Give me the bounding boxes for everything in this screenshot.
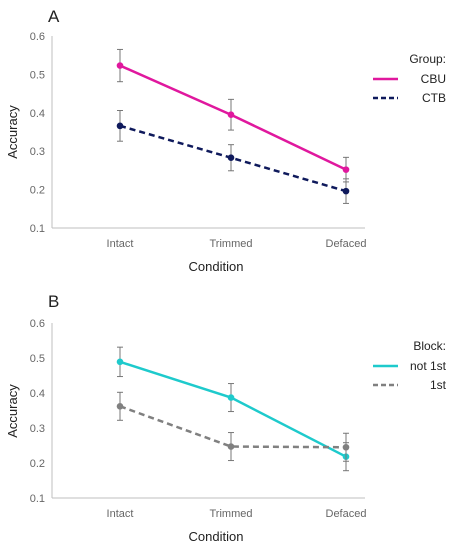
y-tick-label: 0.1 [30,223,45,235]
data-point [227,443,235,450]
y-tick-label: 0.2 [30,185,45,197]
y-tick-label: 0.5 [30,69,45,81]
legend-title: Block: [413,339,446,353]
panel-label: B [48,292,59,311]
y-tick-label: 0.3 [30,146,45,158]
x-axis-title: Condition [189,529,244,544]
data-point [342,443,350,451]
data-point [116,403,124,410]
legend-entry: CBU [421,72,446,86]
legend-entry: 1st [430,378,447,392]
series-ctb [116,109,350,204]
data-point [116,62,124,69]
y-tick-label: 0.2 [30,458,45,470]
x-tick-label: Intact [107,508,134,520]
x-tick-label: Trimmed [210,508,253,520]
series-1st [116,391,350,462]
legend-title: Group: [409,52,446,66]
legend-entry: not 1st [410,359,447,373]
x-tick-label: Trimmed [210,238,253,250]
x-tick-label: Defaced [326,238,367,250]
y-tick-label: 0.1 [30,493,45,505]
x-axis-title: Condition [189,259,244,274]
y-axis-title: Accuracy [5,105,20,159]
x-tick-label: Intact [107,238,134,250]
y-tick-label: 0.4 [30,388,45,400]
data-point [342,187,350,195]
series-not-1st [116,346,350,472]
y-tick-label: 0.5 [30,353,45,365]
x-tick-label: Defaced [326,508,367,520]
panel-label: A [48,7,60,26]
y-axis-title: Accuracy [5,384,20,438]
data-point [116,358,124,366]
y-tick-label: 0.3 [30,423,45,435]
y-tick-label: 0.4 [30,108,45,120]
data-point [227,154,235,162]
series-line [119,64,347,171]
data-point [342,166,350,173]
chart-panel-a: A 0.1 0.2 0.3 0.4 0.5 0.6 Intact Trimmed Defaced C… [5,7,446,274]
series-line [119,360,347,458]
chart-panel-b: B 0.1 0.2 0.3 0.4 0.5 0.6 Intact Trimmed Defaced C… [5,292,447,544]
data-point [227,111,235,119]
y-tick-label: 0.6 [30,318,45,330]
series-line [119,405,347,449]
y-tick-label: 0.6 [30,31,45,43]
legend-entry: CTB [422,91,446,105]
data-point [116,122,124,130]
data-point [227,394,235,401]
series-cbu [116,48,350,183]
